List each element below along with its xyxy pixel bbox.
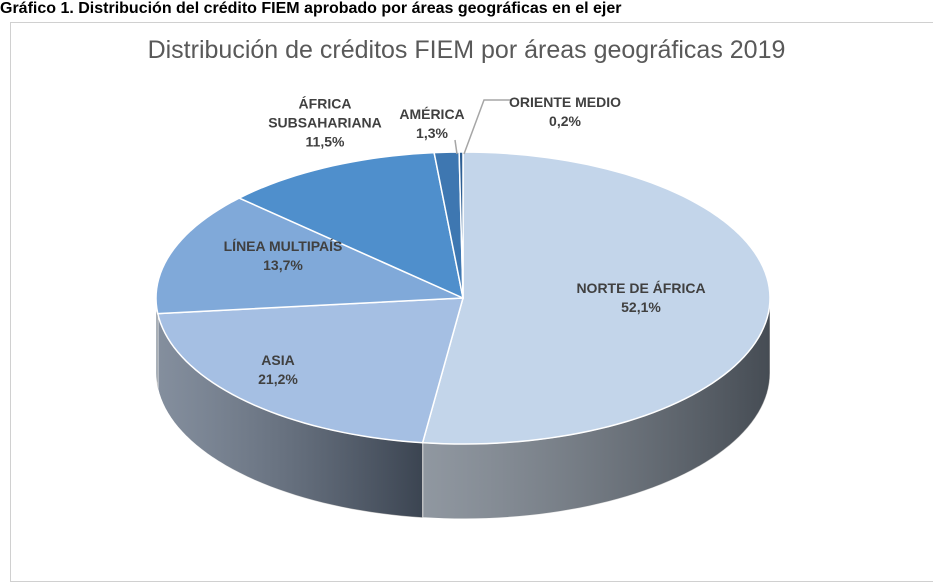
data-label: ORIENTE MEDIO 0,2% <box>509 93 621 131</box>
leader-line <box>463 99 512 155</box>
pie-side-shade <box>156 298 158 389</box>
caption: Gráfico 1. Distribución del crédito FIEM… <box>0 0 622 17</box>
category-label: ORIENTE MEDIO <box>508 94 622 110</box>
pie-slice <box>458 151 464 299</box>
value-label: 0,2% <box>549 113 581 129</box>
category-label: ÁFRICA SUBSAHARIANA <box>268 95 382 131</box>
data-label: LÍNEA MULTIPAÍS 13,7% <box>224 237 343 275</box>
category-label: LÍNEA MULTIPAÍS <box>223 238 343 254</box>
pie-side-shade <box>422 298 770 519</box>
value-label: 21,2% <box>258 371 298 387</box>
leader-line <box>454 139 458 155</box>
value-label: 1,3% <box>416 125 448 141</box>
pie-slice <box>237 151 465 300</box>
chart-title: Distribución de créditos FIEM por áreas … <box>147 36 786 64</box>
pie-slice <box>421 151 771 445</box>
value-label: 11,5% <box>305 133 345 150</box>
category-label: ASIA <box>261 352 295 368</box>
value-label: 52,1% <box>621 299 661 315</box>
category-label: AMÉRICA <box>399 106 465 122</box>
value-label: 13,7% <box>263 257 303 273</box>
data-label: ASIA 21,2% <box>258 351 298 389</box>
data-label: ÁFRICA SUBSAHARIANA 11,5% <box>265 95 385 152</box>
data-label: NORTE DE ÁFRICA 52,1% <box>576 279 705 317</box>
category-label: NORTE DE ÁFRICA <box>576 280 706 296</box>
pie-slice <box>156 297 465 444</box>
pie-slice <box>155 197 464 315</box>
chart <box>155 99 771 520</box>
data-label: AMÉRICA 1,3% <box>399 105 464 143</box>
pie-side-shade <box>157 313 423 518</box>
